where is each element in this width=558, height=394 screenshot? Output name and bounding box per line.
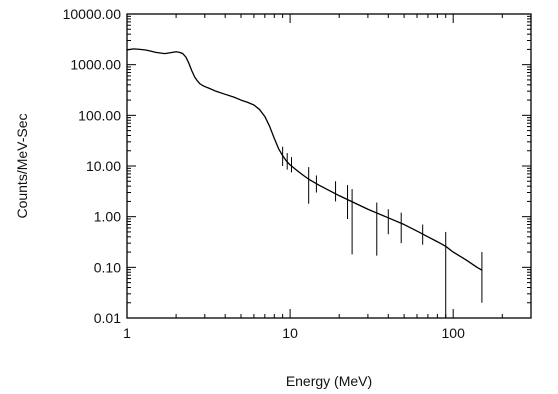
- y-tick-label: 1000.00: [70, 57, 121, 73]
- x-axis: 1 10 100: [123, 14, 532, 341]
- y-axis: 0.01 0.10 1.00 10.00 100.00 1000.00 10000.00: [63, 6, 531, 326]
- y-tick-label: 10000.00: [63, 6, 122, 22]
- y-tick-label: 1.00: [94, 209, 121, 225]
- series-group: [126, 48, 483, 271]
- x-tick-label: 100: [442, 325, 466, 341]
- x-tick-label: 10: [282, 325, 298, 341]
- y-axis-title: Counts/MeV-Sec: [14, 113, 30, 218]
- y-tick-label: 10.00: [86, 158, 121, 174]
- y-tick-label: 0.10: [94, 259, 121, 275]
- y-tick-label: 100.00: [78, 107, 121, 123]
- x-axis-title: Energy (MeV): [286, 373, 372, 389]
- x-tick-label: 1: [123, 325, 131, 341]
- error-bars: [282, 146, 483, 318]
- series-line-0: [126, 48, 483, 271]
- y-tick-label: 0.01: [94, 310, 121, 326]
